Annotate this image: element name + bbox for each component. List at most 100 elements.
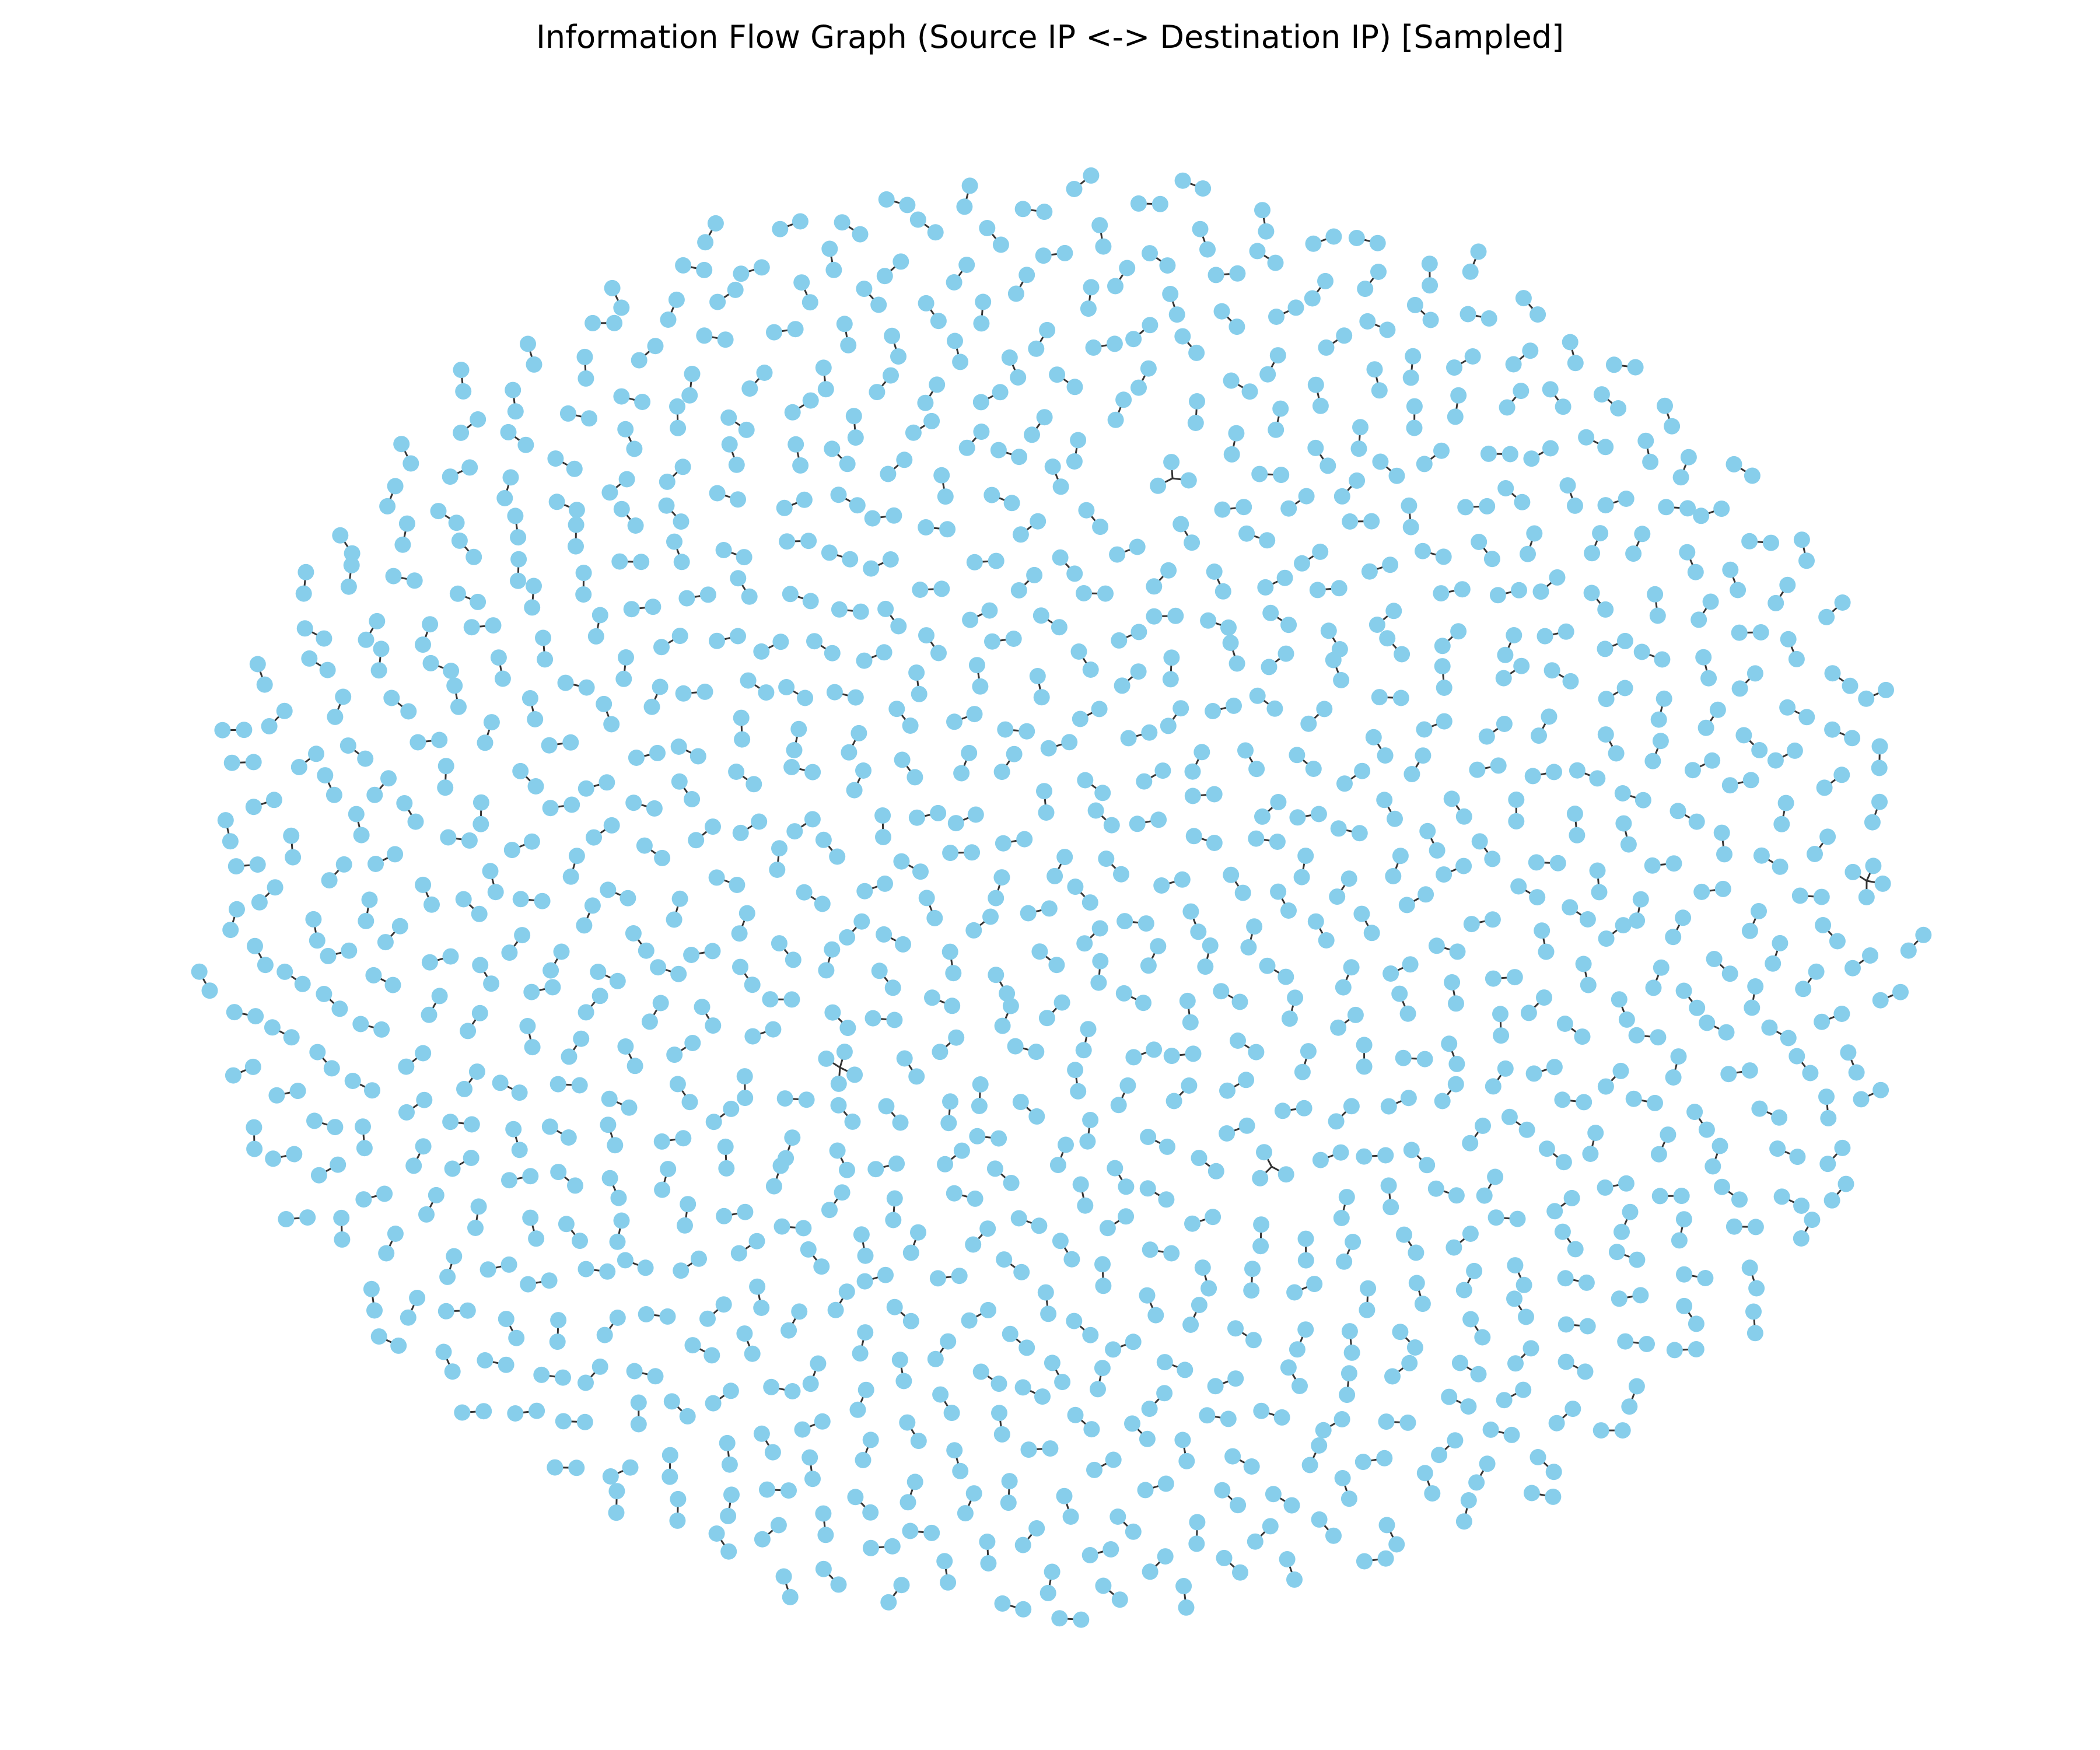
ip-node [1228,425,1245,442]
ip-node [1621,1398,1638,1415]
ip-node [1227,1320,1244,1337]
ip-node [780,1482,797,1499]
ip-node [1582,1146,1599,1162]
ip-node [1714,1178,1730,1195]
ip-node [618,649,634,666]
ip-node [1082,1112,1099,1128]
ip-node [1213,303,1230,320]
ip-node [1188,1535,1205,1552]
ip-node [1130,379,1147,396]
ip-node [483,975,500,992]
ip-node [1297,1321,1314,1338]
ip-node [815,1505,832,1522]
ip-node [1200,1280,1217,1297]
ip-node [1202,937,1219,954]
ip-node [1205,1209,1222,1226]
ip-node [1446,1239,1462,1256]
ip-node [1575,956,1592,972]
ip-node [1353,905,1370,922]
ip-node [1287,299,1304,316]
ip-node [669,1076,686,1093]
ip-node [1036,783,1052,800]
ip-node [1070,432,1087,449]
ip-node [1040,1306,1057,1322]
ip-node [557,674,574,691]
ip-node [402,455,419,472]
ip-node [784,404,801,421]
ip-node [1006,746,1023,762]
ip-node [1316,701,1333,718]
ip-node [1611,991,1628,1008]
ip-node [1747,978,1764,995]
ip-node [1224,1448,1241,1465]
ip-node [1107,411,1124,428]
ip-node [1819,1156,1836,1172]
ip-node [1015,1601,1032,1618]
ip-node [942,943,958,960]
ip-node [1752,624,1769,640]
ip-node [1675,1211,1692,1228]
ip-node [1052,478,1069,495]
ip-node [1470,1366,1487,1382]
ip-node [936,1553,953,1570]
ip-node [507,403,524,420]
ip-node [1241,383,1258,400]
ip-node [623,601,640,618]
ip-node [653,1133,670,1150]
ip-node [1356,1037,1373,1054]
ip-node [1111,632,1128,649]
ip-node [951,1268,968,1284]
ip-node [1507,1257,1524,1274]
ip-node [1343,1098,1360,1115]
ip-node [659,1308,676,1325]
ip-node [1597,1179,1614,1196]
ip-node [782,1588,799,1605]
ip-node [1310,806,1327,822]
ip-node [1497,646,1514,663]
ip-node [1307,376,1324,393]
ip-node [601,1090,618,1107]
ip-node [1434,658,1451,675]
ip-node [1515,1381,1532,1398]
ip-node [1815,917,1832,933]
ip-node [1556,1016,1573,1032]
ip-node [584,897,601,914]
ip-node [804,764,821,780]
ip-node [1460,306,1476,323]
ip-node [937,1156,953,1172]
ip-node [1395,1049,1412,1066]
ip-node [1175,1578,1192,1594]
ip-node [1487,1168,1504,1185]
ip-node [652,678,668,695]
ip-node [926,909,943,926]
ip-node [1163,1048,1180,1065]
ip-node [1095,1278,1112,1294]
ip-node [759,1481,775,1498]
ip-node [435,1343,452,1360]
ip-node [1845,863,1861,880]
ip-node [940,1115,957,1132]
ip-node [498,1311,514,1328]
ip-node [1447,1076,1464,1093]
graph-title: Information Flow Graph (Source IP <-> De… [536,19,1564,55]
ip-node [1713,824,1730,841]
ip-node [637,1259,654,1276]
ip-node [1529,889,1546,906]
ip-node [470,411,487,428]
ip-node [294,975,311,992]
ip-node [966,706,983,723]
ip-node [795,1220,812,1237]
ip-node [1629,1251,1646,1268]
ip-node [882,551,899,568]
ip-node [1531,727,1547,744]
ip-node [439,1268,456,1285]
ip-node [785,951,802,968]
ip-node [1532,583,1549,600]
ip-node [477,734,494,751]
ip-node [804,811,821,828]
ip-node [1287,989,1304,1006]
ip-node [746,776,762,793]
ip-node [988,967,1005,984]
ip-node [581,410,597,427]
ip-node [736,549,752,566]
